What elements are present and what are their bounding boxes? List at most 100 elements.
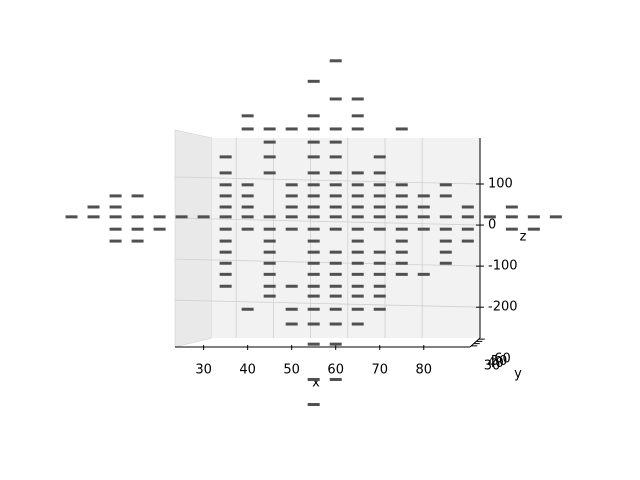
x-tick-label: 60 <box>327 363 344 378</box>
point <box>505 215 518 219</box>
point <box>351 284 364 288</box>
point <box>263 250 276 254</box>
point <box>329 59 342 63</box>
point <box>263 171 276 175</box>
point <box>263 140 276 144</box>
point <box>329 294 342 298</box>
point <box>285 322 298 326</box>
point <box>329 140 342 144</box>
y-tick-label: 50 <box>491 354 508 369</box>
point <box>373 261 386 265</box>
point <box>461 227 474 231</box>
grid-line <box>174 258 481 267</box>
point <box>329 194 342 198</box>
point <box>263 261 276 265</box>
point <box>417 272 430 276</box>
point <box>329 227 342 231</box>
x-axis-label: x <box>312 376 320 391</box>
y-tick-label: 30 <box>484 358 501 373</box>
point <box>505 205 518 209</box>
grid-line <box>174 217 481 226</box>
point <box>461 205 474 209</box>
point <box>241 194 254 198</box>
point <box>219 155 232 159</box>
point <box>461 239 474 243</box>
point <box>439 183 452 187</box>
point <box>109 215 122 219</box>
point <box>307 114 320 118</box>
point <box>461 215 474 219</box>
point <box>307 284 320 288</box>
point <box>307 239 320 243</box>
point <box>307 294 320 298</box>
point <box>417 194 430 198</box>
grid-line <box>174 299 481 308</box>
point <box>395 205 408 209</box>
point <box>131 215 144 219</box>
z-tick-label: -200 <box>488 300 518 315</box>
point <box>373 215 386 219</box>
point <box>329 342 342 346</box>
point <box>285 205 298 209</box>
point <box>417 215 430 219</box>
z-tick-label: -100 <box>488 259 518 274</box>
point <box>329 215 342 219</box>
point <box>417 205 430 209</box>
point <box>307 79 320 83</box>
point <box>307 127 320 131</box>
point <box>219 183 232 187</box>
point <box>263 227 276 231</box>
point <box>219 171 232 175</box>
z-tick-label: 100 <box>488 176 513 191</box>
point <box>395 272 408 276</box>
point <box>307 171 320 175</box>
point <box>329 322 342 326</box>
point <box>109 194 122 198</box>
point <box>285 284 298 288</box>
point <box>395 239 408 243</box>
point <box>219 261 232 265</box>
point <box>219 239 232 243</box>
point <box>439 250 452 254</box>
point <box>285 307 298 311</box>
point <box>439 239 452 243</box>
point <box>439 194 452 198</box>
point <box>131 239 144 243</box>
point <box>307 140 320 144</box>
point <box>153 227 166 231</box>
point <box>219 215 232 219</box>
point <box>131 194 144 198</box>
point <box>373 284 386 288</box>
point <box>549 215 562 219</box>
point <box>373 205 386 209</box>
point <box>351 194 364 198</box>
point <box>109 227 122 231</box>
point <box>329 205 342 209</box>
point <box>483 215 496 219</box>
point <box>307 155 320 159</box>
point <box>175 215 188 219</box>
point <box>373 183 386 187</box>
point <box>263 127 276 131</box>
point <box>329 97 342 101</box>
point <box>307 377 320 381</box>
point <box>527 215 540 219</box>
side-pane <box>174 129 213 348</box>
point <box>373 171 386 175</box>
point <box>351 294 364 298</box>
point <box>351 205 364 209</box>
point <box>351 322 364 326</box>
point <box>351 250 364 254</box>
point <box>351 227 364 231</box>
point <box>329 307 342 311</box>
point <box>87 205 100 209</box>
point <box>351 114 364 118</box>
back-pane <box>212 138 480 338</box>
point <box>263 294 276 298</box>
point <box>395 250 408 254</box>
point <box>439 261 452 265</box>
point <box>329 377 342 381</box>
point <box>285 183 298 187</box>
point <box>241 227 254 231</box>
point <box>307 342 320 346</box>
